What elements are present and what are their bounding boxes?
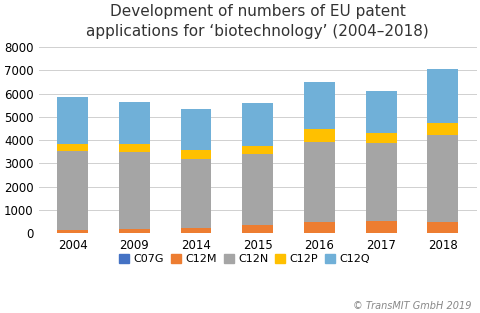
Bar: [303, 82, 334, 129]
Bar: [180, 228, 211, 233]
Bar: [427, 123, 457, 135]
Bar: [180, 150, 211, 159]
Bar: [303, 142, 334, 222]
Bar: [242, 154, 273, 225]
Bar: [57, 144, 88, 151]
Bar: [365, 143, 396, 221]
Bar: [365, 221, 396, 233]
Bar: [180, 159, 211, 228]
Bar: [119, 102, 149, 144]
Bar: [57, 97, 88, 144]
Bar: [119, 144, 149, 152]
Bar: [427, 135, 457, 222]
Bar: [242, 146, 273, 154]
Legend: C07G, C12M, C12N, C12P, C12Q: C07G, C12M, C12N, C12P, C12Q: [115, 249, 373, 269]
Bar: [119, 229, 149, 233]
Bar: [303, 129, 334, 142]
Bar: [365, 91, 396, 133]
Text: © TransMIT GmbH 2019: © TransMIT GmbH 2019: [352, 301, 470, 311]
Bar: [365, 133, 396, 143]
Bar: [427, 69, 457, 123]
Bar: [303, 222, 334, 233]
Bar: [57, 151, 88, 230]
Bar: [242, 103, 273, 146]
Bar: [242, 225, 273, 233]
Bar: [119, 152, 149, 229]
Title: Development of numbers of EU patent
applications for ‘biotechnology’ (2004–2018): Development of numbers of EU patent appl…: [86, 4, 428, 39]
Bar: [427, 222, 457, 233]
Bar: [180, 110, 211, 150]
Bar: [57, 230, 88, 233]
